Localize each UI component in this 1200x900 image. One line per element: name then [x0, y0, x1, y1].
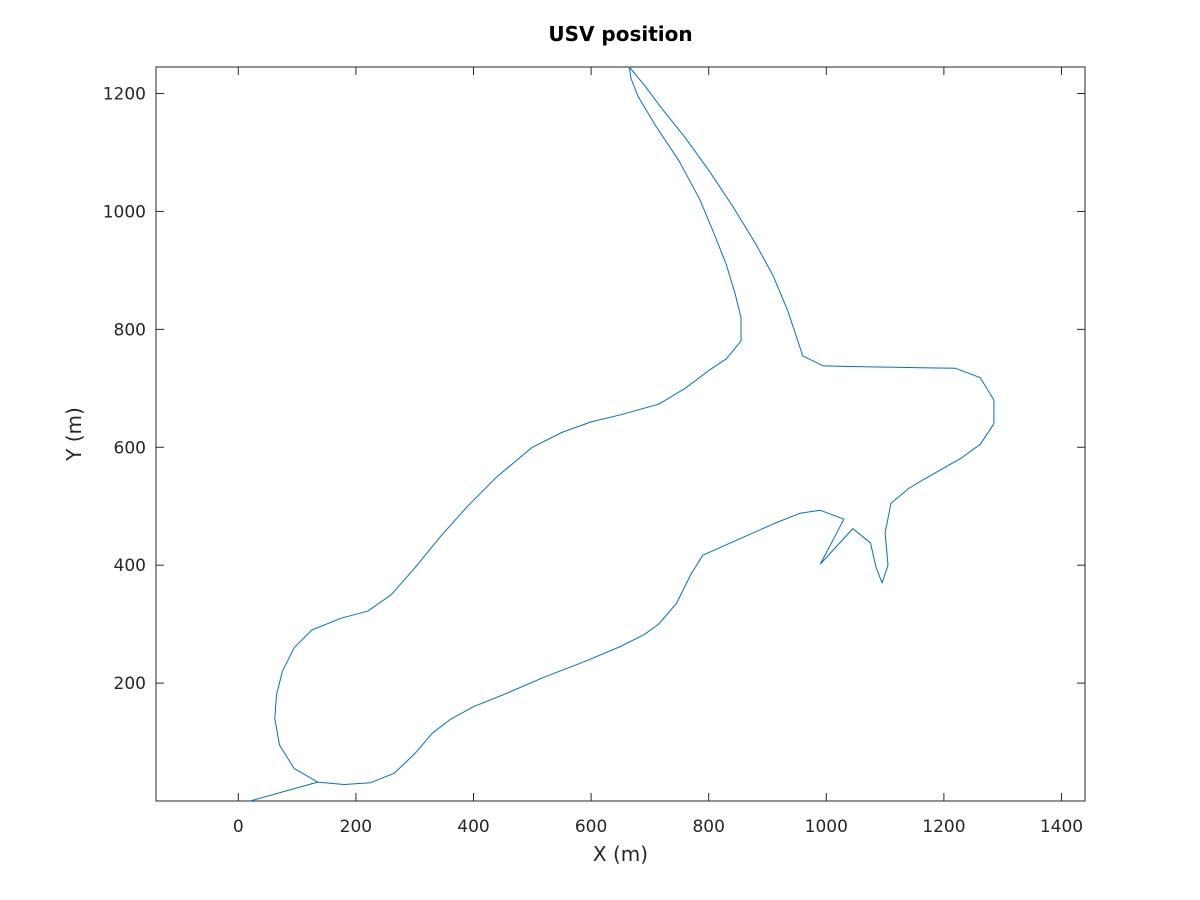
x-tick-label: 0 [233, 817, 244, 837]
x-tick-label: 200 [340, 817, 372, 837]
y-tick-label: 1200 [103, 85, 146, 105]
plot-area [155, 66, 1086, 802]
y-tick-label: 400 [114, 556, 146, 576]
y-tick-label: 800 [114, 320, 146, 340]
x-tick-label: 800 [692, 817, 724, 837]
y-tick-label: 600 [114, 438, 146, 458]
y-tick-label: 200 [114, 674, 146, 694]
y-tick-label: 1000 [103, 202, 146, 222]
x-axis-ticks: 0 200 400 600 800 1000 1200 1400 [233, 67, 1083, 837]
x-tick-label: 400 [457, 817, 489, 837]
x-tick-label: 1200 [922, 817, 965, 837]
y-axis-label: Y (m) [62, 407, 86, 462]
x-axis-label: X (m) [593, 842, 648, 866]
x-tick-label: 1000 [805, 817, 848, 837]
chart-title: USV position [548, 22, 692, 46]
y-axis-ticks: 200 400 600 800 1000 1200 [103, 85, 1085, 694]
x-tick-label: 600 [575, 817, 607, 837]
x-tick-label: 1400 [1040, 817, 1083, 837]
usv-trajectory-line [249, 66, 995, 802]
